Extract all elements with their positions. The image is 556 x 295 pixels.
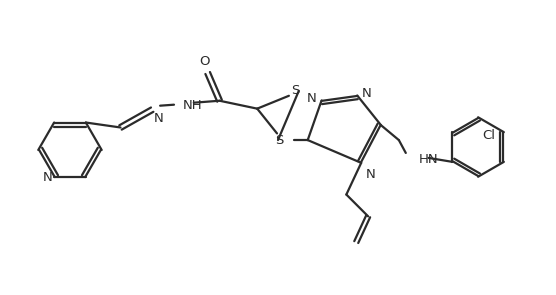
Text: HN: HN: [419, 153, 438, 166]
Text: N: N: [154, 112, 164, 124]
Text: S: S: [276, 134, 284, 147]
Text: NH: NH: [183, 99, 202, 112]
Text: S: S: [291, 84, 299, 97]
Text: N: N: [366, 168, 376, 181]
Text: N: N: [307, 92, 316, 105]
Text: O: O: [200, 55, 210, 68]
Text: N: N: [42, 171, 52, 184]
Text: N: N: [362, 87, 372, 100]
Text: Cl: Cl: [482, 129, 495, 142]
